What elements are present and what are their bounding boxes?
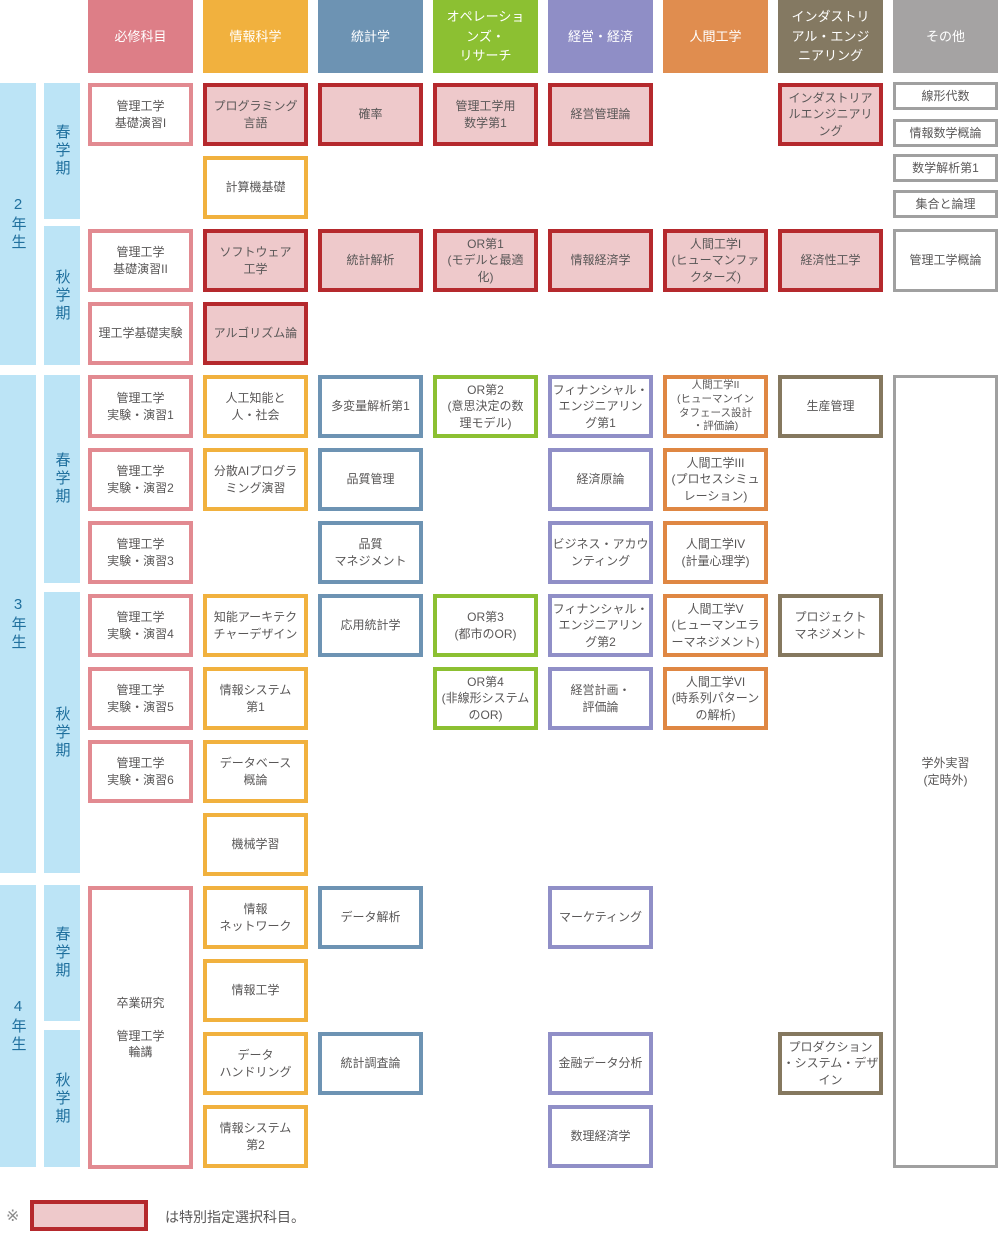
column-header-management-economics: 経営・経済 <box>548 0 653 73</box>
course-box: 経営管理論 <box>548 83 653 146</box>
course-box: 生産管理 <box>778 375 883 438</box>
course-box: フィナンシャル・ エンジニアリン グ第1 <box>548 375 653 438</box>
course-box: 数理経済学 <box>548 1105 653 1168</box>
course-box: データ ハンドリング <box>203 1032 308 1095</box>
course-box: 経済原論 <box>548 448 653 511</box>
course-box: 集合と論理 <box>893 190 998 218</box>
semester-label: 春学期 <box>44 885 80 1021</box>
course-box: 統計解析 <box>318 229 423 292</box>
course-box: インダストリア ルエンジニアリ ング <box>778 83 883 146</box>
course-box: 知能アーキテク チャーデザイン <box>203 594 308 657</box>
course-box: プロダクション ・システム・デザ イン <box>778 1032 883 1095</box>
column-header-others: その他 <box>893 0 998 73</box>
course-box: 管理工学 実験・演習5 <box>88 667 193 730</box>
course-box: データ解析 <box>318 886 423 949</box>
legend-marker: ※ <box>6 1208 20 1225</box>
course-box: 情報経済学 <box>548 229 653 292</box>
column-header-required: 必修科目 <box>88 0 193 73</box>
course-box: 多変量解析第1 <box>318 375 423 438</box>
course-box: 管理工学 基礎演習I <box>88 83 193 146</box>
column-header-human-factors: 人間工学 <box>663 0 768 73</box>
course-box: アルゴリズム論 <box>203 302 308 365</box>
course-box: 情報 ネットワーク <box>203 886 308 949</box>
course-box: 計算機基礎 <box>203 156 308 219</box>
semester-label: 秋学期 <box>44 592 80 873</box>
course-box: データベース 概論 <box>203 740 308 803</box>
course-box: 情報システム 第1 <box>203 667 308 730</box>
column-header-operations-research: オペレーショ ンズ・ リサーチ <box>433 0 538 73</box>
course-box: 管理工学 実験・演習3 <box>88 521 193 584</box>
course-box: 人間工学VI (時系列パターン の解析) <box>663 667 768 730</box>
course-box: 人間工学IV (計量心理学) <box>663 521 768 584</box>
legend-note: は特別指定選択科目。 <box>165 1209 305 1225</box>
course-box: マーケティング <box>548 886 653 949</box>
year-label-2年生: 2年生 <box>0 83 36 365</box>
course-box: 品質管理 <box>318 448 423 511</box>
course-box: 管理工学 実験・演習6 <box>88 740 193 803</box>
course-box: 品質 マネジメント <box>318 521 423 584</box>
course-box: ソフトウェア 工学 <box>203 229 308 292</box>
column-header-industrial-engineering: インダストリ アル・エンジ ニアリング <box>778 0 883 73</box>
course-box: 金融データ分析 <box>548 1032 653 1095</box>
course-box: 分散AIプログラ ミング演習 <box>203 448 308 511</box>
course-box: 卒業研究 管理工学 輪講 <box>88 886 193 1169</box>
semester-label: 春学期 <box>44 83 80 219</box>
course-box: 人間工学V (ヒューマンエラ ーマネジメント) <box>663 594 768 657</box>
course-box: 人間工学II (ヒューマンイン タフェース設計 ・評価論) <box>663 375 768 438</box>
legend-swatch-special-course <box>30 1200 148 1231</box>
column-header-statistics: 統計学 <box>318 0 423 73</box>
course-box: プログラミング 言語 <box>203 83 308 146</box>
course-box: OR第2 (意思決定の数 理モデル) <box>433 375 538 438</box>
course-box: 経営計画・ 評価論 <box>548 667 653 730</box>
course-box: 管理工学 基礎演習II <box>88 229 193 292</box>
course-box: 人間工学III (プロセスシミュ レーション) <box>663 448 768 511</box>
course-box: 統計調査論 <box>318 1032 423 1095</box>
course-box: フィナンシャル・ エンジニアリン グ第2 <box>548 594 653 657</box>
course-box: ビジネス・アカウ ンティング <box>548 521 653 584</box>
course-box: 人間工学I (ヒューマンファ クターズ) <box>663 229 768 292</box>
semester-label: 秋学期 <box>44 1030 80 1167</box>
course-box: 管理工学概論 <box>893 229 998 292</box>
year-label-4年生: 4年生 <box>0 885 36 1167</box>
course-box: 学外実習 (定時外) <box>893 375 998 1168</box>
course-box: 管理工学 実験・演習2 <box>88 448 193 511</box>
course-box: 情報工学 <box>203 959 308 1022</box>
course-box: プロジェクト マネジメント <box>778 594 883 657</box>
course-box: 機械学習 <box>203 813 308 876</box>
semester-label: 秋学期 <box>44 226 80 365</box>
course-box: OR第1 (モデルと最適 化) <box>433 229 538 292</box>
course-box: 数学解析第1 <box>893 154 998 182</box>
semester-label: 春学期 <box>44 375 80 583</box>
course-box: 管理工学 実験・演習1 <box>88 375 193 438</box>
course-box: 情報システム 第2 <box>203 1105 308 1168</box>
course-box: 管理工学 実験・演習4 <box>88 594 193 657</box>
course-box: OR第3 (都市のOR) <box>433 594 538 657</box>
course-box: 管理工学用 数学第1 <box>433 83 538 146</box>
course-box: 経済性工学 <box>778 229 883 292</box>
course-box: 線形代数 <box>893 82 998 110</box>
course-box: 情報数学概論 <box>893 119 998 147</box>
column-header-information-science: 情報科学 <box>203 0 308 73</box>
course-box: 理工学基礎実験 <box>88 302 193 365</box>
year-label-3年生: 3年生 <box>0 375 36 873</box>
course-box: OR第4 (非線形システム のOR) <box>433 667 538 730</box>
course-box: 人工知能と 人・社会 <box>203 375 308 438</box>
course-box: 応用統計学 <box>318 594 423 657</box>
course-box: 確率 <box>318 83 423 146</box>
